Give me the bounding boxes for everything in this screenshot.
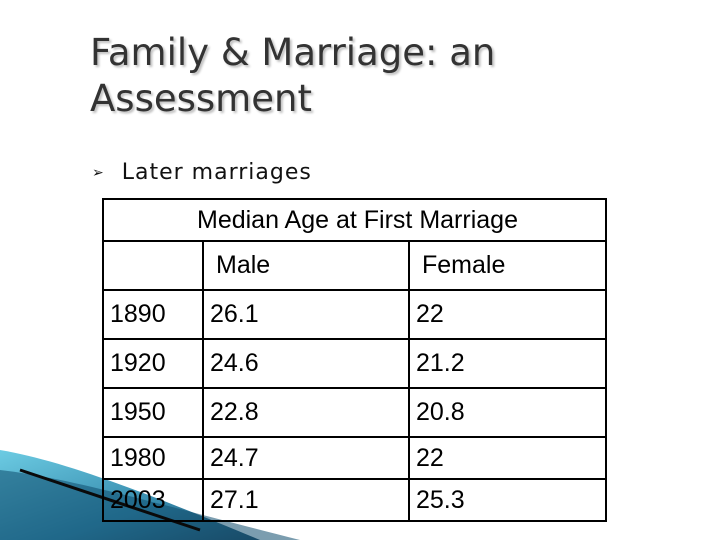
female-age-cell: 20.8 bbox=[408, 387, 607, 438]
table-row: 1920 24.6 21.2 bbox=[102, 338, 607, 389]
male-age-cell: 24.7 bbox=[202, 436, 410, 480]
table-row: 1980 24.7 22 bbox=[102, 436, 607, 480]
year-cell: 2003 bbox=[102, 478, 204, 522]
year-cell: 1890 bbox=[102, 289, 204, 340]
female-age-cell: 22 bbox=[408, 436, 607, 480]
header-cell-empty bbox=[102, 240, 204, 291]
male-age-cell: 22.8 bbox=[202, 387, 410, 438]
bullet-item: ➢ Later marriages bbox=[92, 160, 312, 185]
female-age-cell: 21.2 bbox=[408, 338, 607, 389]
table-row: 1890 26.1 22 bbox=[102, 289, 607, 340]
male-age-cell: 26.1 bbox=[202, 289, 410, 340]
male-age-cell: 27.1 bbox=[202, 478, 410, 522]
title-line-2: Assessment bbox=[90, 77, 312, 120]
header-cell-male: Male bbox=[202, 240, 410, 291]
bullet-arrow-icon: ➢ bbox=[92, 164, 104, 180]
table-row: 1950 22.8 20.8 bbox=[102, 387, 607, 438]
table-row: 2003 27.1 25.3 bbox=[102, 478, 607, 522]
marriage-age-table: Median Age at First Marriage Male Female… bbox=[102, 198, 607, 522]
table-caption: Median Age at First Marriage bbox=[102, 198, 607, 242]
page-title: Family & Marriage: an Assessment bbox=[90, 30, 650, 122]
bullet-text: Later marriages bbox=[121, 160, 312, 185]
year-cell: 1920 bbox=[102, 338, 204, 389]
table-header-row: Male Female bbox=[102, 240, 607, 291]
header-cell-female: Female bbox=[408, 240, 607, 291]
female-age-cell: 25.3 bbox=[408, 478, 607, 522]
title-line-1: Family & Marriage: an bbox=[90, 31, 496, 74]
year-cell: 1980 bbox=[102, 436, 204, 480]
male-age-cell: 24.6 bbox=[202, 338, 410, 389]
year-cell: 1950 bbox=[102, 387, 204, 438]
female-age-cell: 22 bbox=[408, 289, 607, 340]
